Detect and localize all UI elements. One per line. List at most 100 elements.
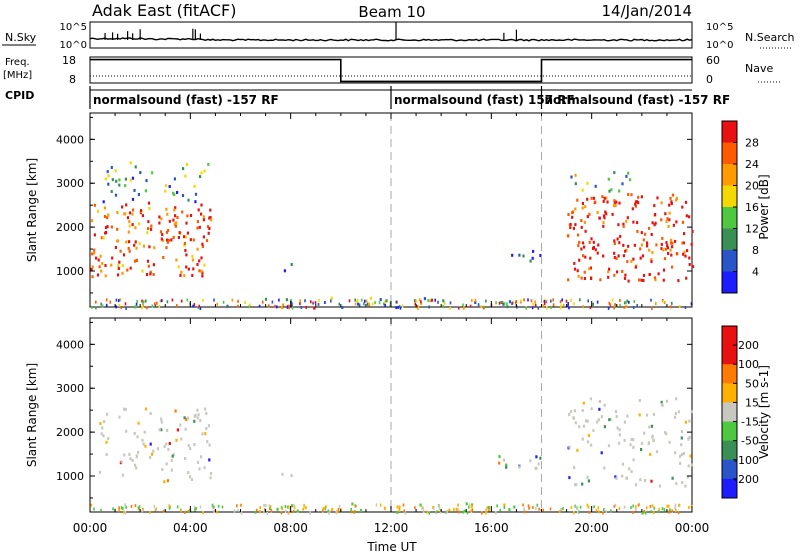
echo-pixel	[185, 265, 188, 269]
noise-pixel	[635, 508, 637, 512]
colorbar-segment	[722, 185, 737, 208]
echo-pixel	[413, 299, 417, 303]
echo-pixel	[193, 443, 196, 446]
echo-pixel	[185, 235, 188, 239]
noise-pixel	[222, 300, 225, 304]
echo-pixel	[650, 258, 653, 262]
echo-pixel	[671, 193, 675, 197]
noise-pixel	[95, 300, 97, 304]
noise-pixel	[254, 510, 257, 514]
colorbar-segment	[722, 271, 737, 294]
noise-pixel	[263, 503, 265, 507]
echo-pixel	[681, 220, 685, 224]
noise-pixel	[661, 507, 664, 511]
echo-pixel	[193, 184, 196, 188]
echo-pixel	[668, 211, 671, 215]
echo-pixel	[627, 171, 630, 175]
echo-pixel	[201, 432, 204, 436]
noise-pixel	[485, 507, 488, 511]
echo-pixel	[618, 433, 621, 437]
echo-pixel	[675, 482, 678, 486]
noise-pixel	[602, 511, 604, 515]
echo-pixel	[573, 267, 577, 271]
echo-pixel	[208, 216, 211, 220]
noise-pixel	[666, 504, 668, 508]
echo-pixel	[599, 278, 602, 282]
noise-pixel	[236, 504, 238, 508]
echo-pixel	[194, 192, 198, 196]
echo-pixel	[160, 417, 163, 421]
echo-pixel	[341, 306, 344, 309]
echo-pixel	[205, 427, 208, 430]
echo-pixel	[99, 254, 102, 258]
noise-pixel	[545, 300, 548, 304]
noise-pixel	[287, 505, 290, 509]
echo-pixel	[147, 264, 150, 268]
noise-pixel	[322, 509, 324, 513]
echo-pixel	[627, 279, 630, 283]
noise-pixel	[302, 507, 304, 511]
echo-pixel	[688, 263, 691, 266]
noise-pixel	[270, 509, 273, 513]
noise-pixel	[632, 504, 634, 508]
echo-pixel	[641, 254, 644, 258]
echo-pixel	[145, 179, 148, 183]
noise-pixel	[123, 510, 125, 514]
noise-pixel	[351, 510, 353, 514]
echo-pixel	[143, 430, 146, 434]
echo-pixel	[149, 270, 152, 274]
echo-pixel	[661, 236, 664, 240]
echo-pixel	[632, 220, 635, 224]
noise-pixel	[511, 302, 513, 306]
noise-pixel	[284, 504, 287, 508]
echo-pixel	[654, 213, 657, 216]
noise-pixel	[374, 301, 376, 305]
noise-pixel	[477, 303, 480, 307]
noise-pixel	[354, 298, 356, 302]
noise-pixel	[422, 506, 424, 510]
noise-pixel	[269, 507, 271, 510]
echo-pixel	[100, 269, 103, 273]
echo-pixel	[610, 188, 613, 192]
echo-pixel	[208, 227, 211, 230]
echo-pixel	[597, 243, 600, 247]
noise-pixel	[194, 508, 196, 512]
echo-pixel	[653, 204, 656, 208]
echo-pixel	[146, 231, 149, 235]
echo-pixel	[608, 189, 611, 193]
echo-pixel	[185, 221, 188, 225]
noise-pixel	[579, 298, 581, 302]
echo-pixel	[502, 458, 506, 462]
noise-pixel	[240, 511, 243, 515]
noise-pixel	[560, 507, 563, 511]
nave-label: Nave	[745, 62, 773, 75]
noise-pixel	[651, 504, 654, 508]
echo-pixel	[161, 239, 164, 243]
echo-pixel	[128, 211, 132, 215]
echo-pixel	[120, 460, 123, 464]
echo-pixel	[135, 258, 138, 262]
echo-pixel	[571, 215, 574, 219]
echo-pixel	[574, 207, 577, 211]
echo-pixel	[567, 234, 570, 238]
echo-pixel	[639, 256, 642, 260]
echo-pixel	[470, 504, 473, 508]
date-label: 14/Jan/2014	[602, 2, 693, 20]
echo-pixel	[582, 424, 586, 428]
echo-pixel	[577, 244, 580, 248]
noise-pixel	[202, 298, 204, 302]
noise-pixel	[674, 506, 676, 510]
echo-pixel	[621, 182, 624, 186]
noise-pixel	[237, 304, 239, 308]
echo-pixel	[137, 222, 141, 226]
noise-pixel	[118, 303, 121, 307]
colorbar-tick-label: 15	[745, 396, 759, 409]
echo-pixel	[596, 251, 599, 255]
noise-pixel	[244, 301, 246, 305]
echo-pixel	[198, 269, 201, 273]
echo-pixel	[612, 204, 616, 208]
noise-pixel	[523, 507, 525, 511]
echo-pixel	[149, 442, 152, 446]
echo-pixel	[137, 193, 140, 196]
echo-pixel	[503, 503, 506, 507]
